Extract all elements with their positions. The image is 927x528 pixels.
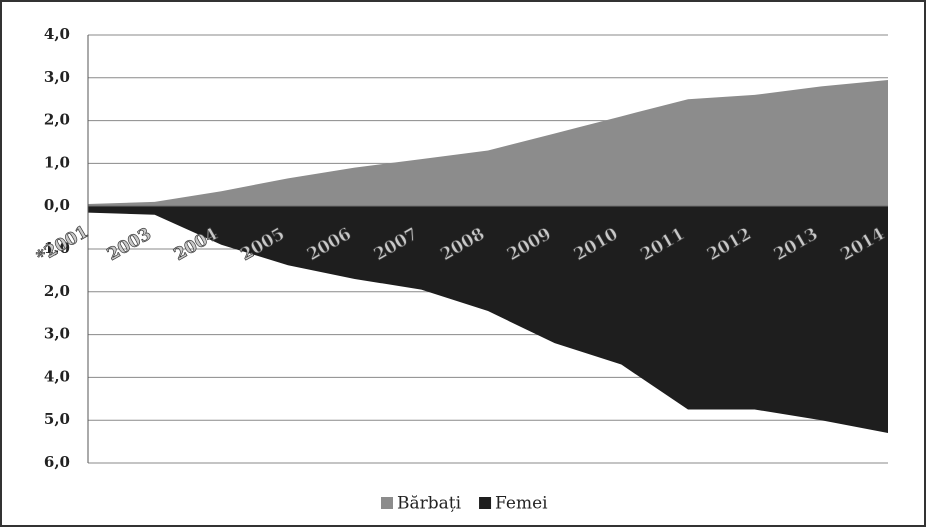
y-tick-label: 3,0 bbox=[44, 325, 70, 343]
y-tick-label: 4,0 bbox=[44, 25, 70, 43]
legend-label: Femei bbox=[495, 494, 548, 514]
area bbox=[88, 79, 888, 207]
y-tick-label: 1,0 bbox=[44, 153, 70, 171]
y-tick-label: 5,0 bbox=[44, 410, 70, 428]
legend-swatch bbox=[479, 497, 492, 509]
legend-label: Bărbați bbox=[397, 494, 462, 514]
y-tick-label: 2,0 bbox=[44, 282, 70, 300]
legend: Bărbați Femei bbox=[381, 494, 548, 514]
y-tick-label: 4,0 bbox=[44, 367, 70, 385]
y-tick-label: 1,0 bbox=[44, 239, 70, 257]
area bbox=[88, 206, 888, 434]
y-tick-label: 3,0 bbox=[44, 68, 70, 86]
y-tick-label: 2,0 bbox=[44, 111, 70, 129]
y-tick-label: 6,0 bbox=[44, 453, 70, 471]
legend-swatch bbox=[381, 497, 393, 509]
y-tick-label: 0,0 bbox=[44, 196, 70, 214]
